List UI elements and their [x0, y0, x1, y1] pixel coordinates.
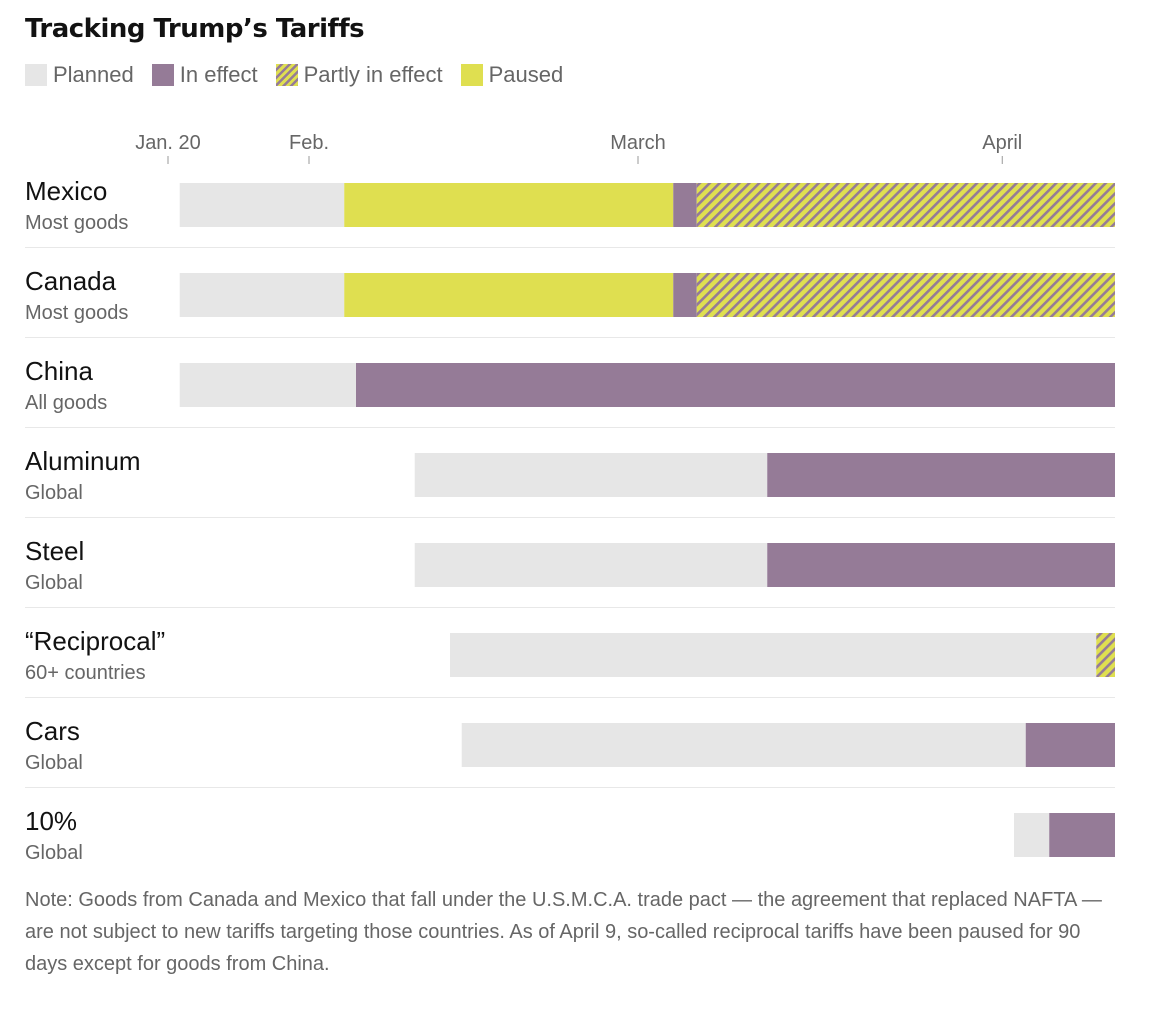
bar-segment-3-1-in-effect	[767, 453, 1115, 497]
legend-item-partly: Partly in effect	[275, 62, 443, 88]
row-sublabel-2: All goods	[25, 392, 107, 414]
bar-segment-0-2-in-effect	[673, 183, 697, 227]
legend-item-in-effect: In effect	[151, 62, 258, 88]
bar-segment-5-0-planned	[450, 633, 1097, 677]
bar-segment-5-1-partly	[1096, 633, 1115, 677]
row-sublabel-7: Global	[25, 842, 83, 864]
bar-segment-0-1-paused	[344, 183, 674, 227]
bar-segment-2-0-planned	[179, 363, 356, 407]
bar-segment-3-0-planned	[414, 453, 768, 497]
axis-tick-label-0: Jan. 20	[135, 132, 201, 154]
bar-segment-1-1-paused	[344, 273, 674, 317]
bar-segment-1-0-planned	[179, 273, 345, 317]
footnote: Note: Goods from Canada and Mexico that …	[25, 889, 1102, 975]
bar-segment-6-0-planned	[461, 723, 1026, 767]
row-label-0: Mexico	[25, 176, 107, 206]
chart-title: Tracking Trump’s Tariffs	[25, 14, 365, 44]
row-sublabel-6: Global	[25, 752, 83, 774]
axis-tick-label-2: March	[610, 132, 666, 154]
row-label-3: Aluminum	[25, 446, 141, 476]
row-label-5: “Reciprocal”	[25, 626, 165, 656]
legend-item-paused: Paused	[460, 62, 564, 88]
legend-swatch-in-effect	[151, 64, 174, 86]
bar-segment-7-0-planned	[1014, 813, 1050, 857]
row-sublabel-0: Most goods	[25, 212, 128, 234]
legend-swatch-partly	[275, 64, 298, 86]
bar-segment-4-0-planned	[414, 543, 768, 587]
legend-label-in-effect: In effect	[179, 62, 258, 87]
legend: Planned In effect Partly in effect Pause…	[25, 62, 581, 88]
row-sublabel-3: Global	[25, 482, 83, 504]
bar-segment-1-2-in-effect	[673, 273, 697, 317]
legend-item-planned: Planned	[25, 62, 134, 88]
legend-label-partly: Partly in effect	[303, 62, 443, 87]
row-label-1: Canada	[25, 266, 117, 296]
tariff-timeline-chart: Jan. 20 Feb. March April Mexico Most goods Can…	[25, 132, 1115, 864]
legend-label-planned: Planned	[53, 62, 134, 87]
row-sublabel-1: Most goods	[25, 302, 128, 324]
row-sublabel-5: 60+ countries	[25, 662, 146, 684]
bar-segment-2-1-in-effect	[356, 363, 1115, 407]
legend-swatch-paused	[460, 64, 483, 86]
row-label-4: Steel	[25, 536, 84, 566]
row-label-6: Cars	[25, 716, 80, 746]
axis-tick-label-3: April	[982, 132, 1022, 154]
row-label-7: 10%	[25, 806, 77, 836]
row-sublabel-4: Global	[25, 572, 83, 594]
bar-segment-0-3-partly	[696, 183, 1115, 227]
bar-segment-0-0-planned	[179, 183, 345, 227]
bar-segment-7-1-in-effect	[1049, 813, 1115, 857]
bar-segment-4-1-in-effect	[767, 543, 1115, 587]
bar-segment-1-3-partly	[696, 273, 1115, 317]
axis-tick-label-1: Feb.	[289, 132, 329, 154]
row-label-2: China	[25, 356, 93, 386]
legend-swatch-planned	[25, 64, 47, 86]
legend-label-paused: Paused	[488, 62, 564, 87]
bar-segment-6-1-in-effect	[1025, 723, 1115, 767]
